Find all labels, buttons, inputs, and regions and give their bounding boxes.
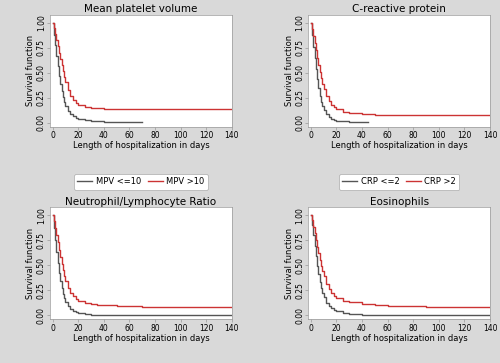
Title: Eosinophils: Eosinophils [370,196,428,207]
Legend: CRP <=2, CRP >2: CRP <=2, CRP >2 [339,174,460,190]
X-axis label: Length of hospitalization in days: Length of hospitalization in days [330,334,468,343]
X-axis label: Length of hospitalization in days: Length of hospitalization in days [72,334,210,343]
Title: C-reactive protein: C-reactive protein [352,4,446,14]
Y-axis label: Survival function: Survival function [284,35,294,106]
Title: Mean platelet volume: Mean platelet volume [84,4,198,14]
X-axis label: Length of hospitalization in days: Length of hospitalization in days [72,141,210,150]
X-axis label: Length of hospitalization in days: Length of hospitalization in days [330,141,468,150]
Y-axis label: Survival function: Survival function [26,228,36,299]
Y-axis label: Survival function: Survival function [26,35,36,106]
Legend: MPV <=10, MPV >10: MPV <=10, MPV >10 [74,174,208,190]
Title: Neutrophil/Lymphocyte Ratio: Neutrophil/Lymphocyte Ratio [66,196,216,207]
Y-axis label: Survival function: Survival function [284,228,294,299]
